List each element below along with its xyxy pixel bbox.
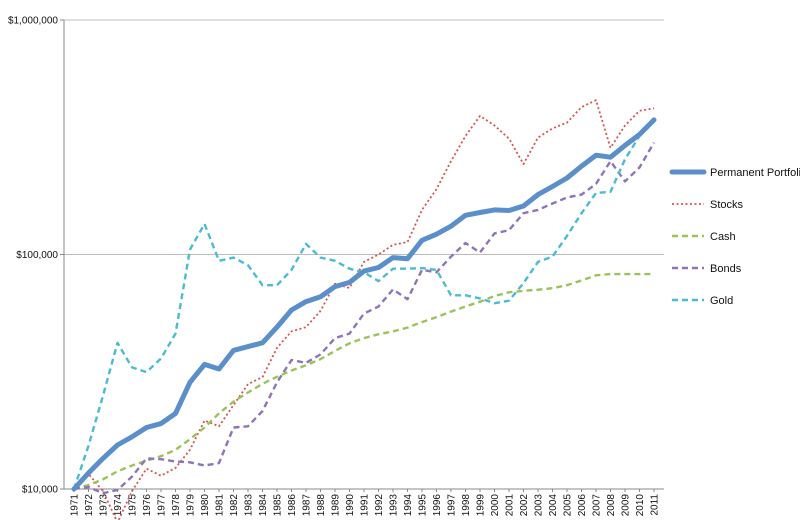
y-tick-label: $1,000,000 (8, 16, 58, 27)
x-tick-label: 1991 (360, 494, 371, 517)
x-tick-label: 1972 (84, 494, 95, 517)
x-tick-label: 1980 (200, 494, 211, 517)
x-tick-label: 1995 (418, 494, 429, 517)
x-tick-label: 1977 (157, 494, 168, 517)
series-line-stocks (73, 99, 655, 520)
legend: Permanent Portfolio Stocks Cash Bonds Gold (669, 167, 800, 307)
series-line-cash (73, 272, 654, 491)
x-tick-label: 2009 (621, 494, 632, 517)
x-tick-label: 2005 (563, 494, 574, 517)
series-line-permanent-portfolio (71, 117, 657, 492)
legend-label-stocks: Stocks (710, 199, 744, 211)
x-tick-label: 2002 (519, 494, 530, 517)
x-tick-label: 2010 (635, 494, 646, 517)
x-tick-label: 1976 (142, 494, 153, 517)
x-tick-label: 1985 (273, 494, 284, 517)
y-axis-tick-labels: $10,000 $100,000 $1,000,000 (8, 16, 64, 496)
x-tick-label: 2001 (505, 494, 516, 517)
series-line-gold (72, 119, 655, 490)
x-tick-label: 2008 (606, 494, 617, 517)
x-tick-label: 1988 (316, 494, 327, 517)
x-tick-label: 1997 (447, 494, 458, 517)
x-tick-label: 1983 (244, 494, 255, 517)
x-tick-label: 1994 (403, 494, 414, 517)
y-tick-label: $10,000 (22, 485, 59, 496)
legend-label-bonds: Bonds (710, 263, 742, 275)
y-tick-label: $100,000 (16, 250, 58, 261)
x-tick-label: 1978 (171, 494, 182, 517)
x-tick-label: 1998 (461, 494, 472, 517)
x-tick-label: 2011 (650, 494, 661, 516)
x-axis-tick-labels: 1971 1972 1973 1974 1975 1976 1977 1978 1979 1980… (70, 489, 661, 516)
x-tick-label: 1971 (70, 494, 81, 517)
x-tick-label: 1974 (113, 494, 124, 517)
series-layer (71, 99, 657, 520)
x-tick-label: 1979 (186, 494, 197, 517)
x-tick-label: 1975 (128, 494, 139, 517)
x-tick-label: 1996 (432, 494, 443, 517)
x-tick-label: 2000 (490, 494, 501, 517)
x-tick-label: 1999 (476, 494, 487, 517)
x-tick-label: 1986 (287, 494, 298, 517)
x-tick-label: 2003 (534, 494, 545, 517)
x-tick-label: 1981 (215, 494, 226, 517)
x-tick-label: 1990 (345, 494, 356, 517)
x-tick-label: 1987 (302, 494, 313, 517)
x-tick-label: 1992 (374, 494, 385, 517)
gridlines (64, 19, 664, 255)
x-tick-label: 1973 (99, 494, 110, 517)
x-tick-label: 1984 (258, 494, 269, 517)
x-tick-label: 2007 (592, 494, 603, 517)
legend-label-cash: Cash (710, 231, 736, 243)
x-tick-label: 2006 (577, 494, 588, 517)
x-tick-label: 1989 (331, 494, 342, 517)
legend-label-gold: Gold (710, 295, 733, 307)
series-line-bonds (73, 141, 656, 495)
x-tick-label: 1993 (389, 494, 400, 517)
x-tick-label: 1982 (229, 494, 240, 517)
x-tick-label: 2004 (548, 494, 559, 517)
legend-label-permanent-portfolio: Permanent Portfolio (710, 167, 800, 179)
